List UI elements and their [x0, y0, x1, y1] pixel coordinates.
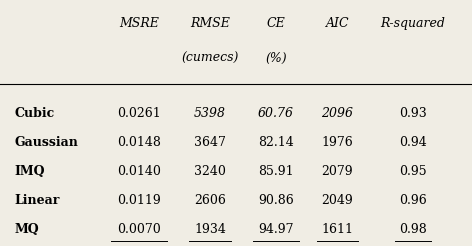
Text: Gaussian: Gaussian: [14, 136, 78, 149]
Text: RMSE: RMSE: [190, 17, 230, 30]
Text: (cumecs): (cumecs): [181, 52, 239, 65]
Text: MQ: MQ: [14, 223, 39, 236]
Text: 0.98: 0.98: [399, 223, 427, 236]
Text: 1934: 1934: [194, 223, 226, 236]
Text: 85.91: 85.91: [258, 165, 294, 178]
Text: 0.0070: 0.0070: [118, 223, 161, 236]
Text: 0.96: 0.96: [399, 194, 427, 207]
Text: 5398: 5398: [194, 107, 226, 120]
Text: Linear: Linear: [14, 194, 59, 207]
Text: Cubic: Cubic: [14, 107, 54, 120]
Text: R-squared: R-squared: [380, 17, 446, 30]
Text: 60.76: 60.76: [258, 107, 294, 120]
Text: (%): (%): [265, 52, 287, 65]
Text: 2606: 2606: [194, 194, 226, 207]
Text: 2096: 2096: [321, 107, 354, 120]
Text: AIC: AIC: [326, 17, 349, 30]
Text: 82.14: 82.14: [258, 136, 294, 149]
Text: 3240: 3240: [194, 165, 226, 178]
Text: 1976: 1976: [321, 136, 354, 149]
Text: 3647: 3647: [194, 136, 226, 149]
Text: 0.0261: 0.0261: [118, 107, 161, 120]
Text: 1611: 1611: [321, 223, 354, 236]
Text: 2079: 2079: [321, 165, 354, 178]
Text: MSRE: MSRE: [119, 17, 159, 30]
Text: 0.0148: 0.0148: [118, 136, 161, 149]
Text: CE: CE: [267, 17, 286, 30]
Text: 0.0140: 0.0140: [118, 165, 161, 178]
Text: 0.94: 0.94: [399, 136, 427, 149]
Text: 94.97: 94.97: [258, 223, 294, 236]
Text: 90.86: 90.86: [258, 194, 294, 207]
Text: 2049: 2049: [321, 194, 354, 207]
Text: 0.95: 0.95: [399, 165, 427, 178]
Text: 0.0119: 0.0119: [118, 194, 161, 207]
Text: IMQ: IMQ: [14, 165, 45, 178]
Text: 0.93: 0.93: [399, 107, 427, 120]
